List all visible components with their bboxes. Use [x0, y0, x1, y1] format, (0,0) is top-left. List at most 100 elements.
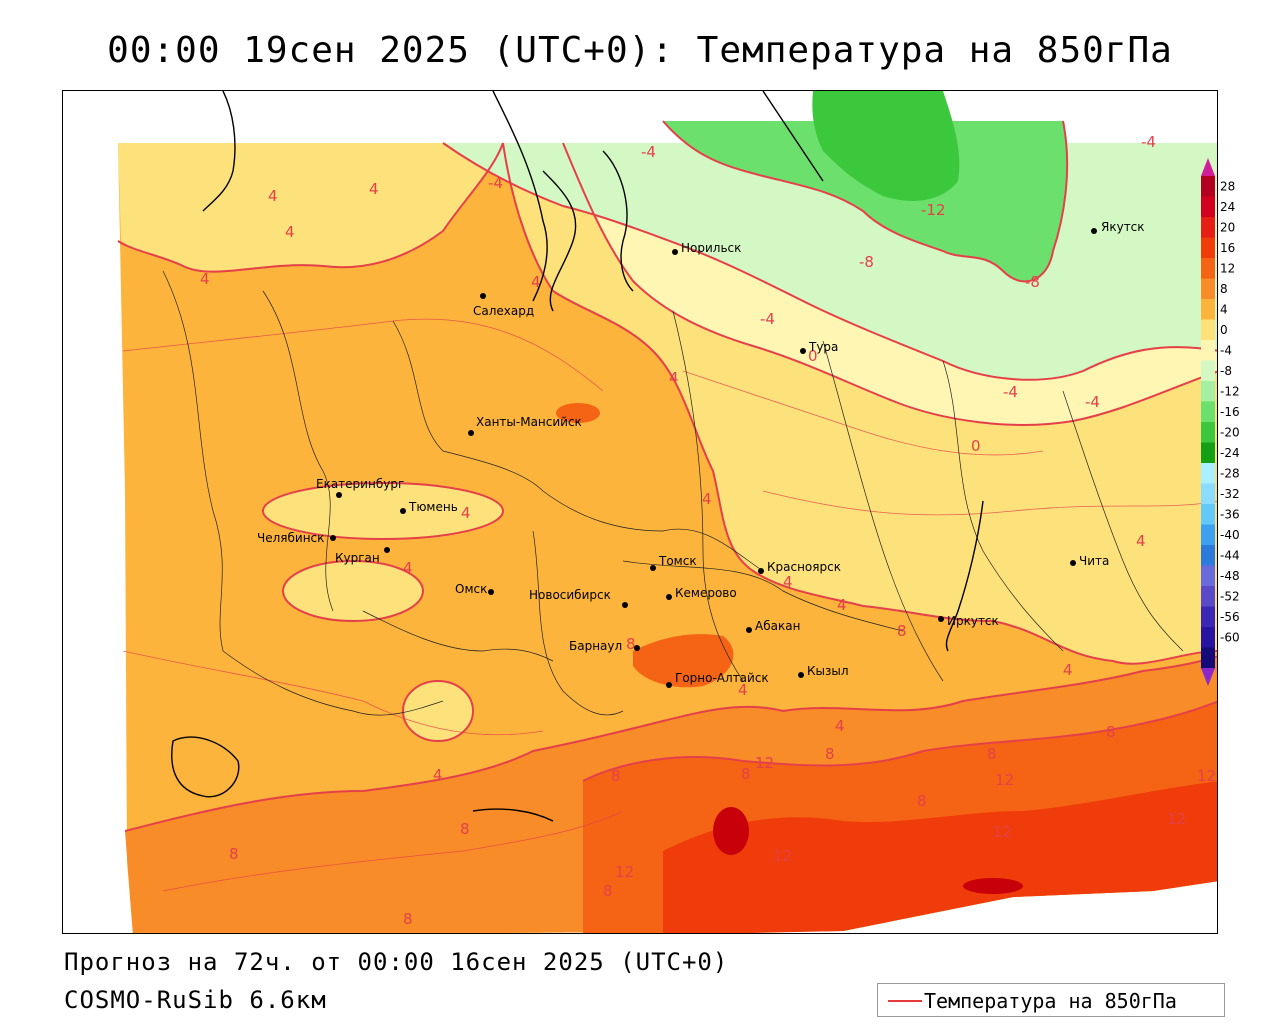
colorbar-tick-label: -32 — [1220, 487, 1240, 501]
city-salekhard[interactable]: Салехард — [473, 293, 534, 318]
city-label: Екатеринбург — [316, 477, 404, 491]
colorbar-tick-label: 28 — [1220, 179, 1235, 193]
city-krasnoyarsk[interactable]: Красноярск — [758, 560, 841, 574]
isotherm-label: -4 — [1085, 393, 1100, 411]
isotherm-label: 8 — [611, 767, 621, 785]
city-gorno-altaysk[interactable]: Горно-Алтайск — [666, 671, 769, 688]
colorbar-tick-label: -28 — [1220, 466, 1240, 480]
colorbar-tick-label: -60 — [1220, 630, 1240, 644]
isotherm-label-layer: -4 -4 -8 -12 -8 -4 -4 -4 -4 0 0 4 4 4 4 … — [200, 133, 1216, 928]
isotherm-label: 4 — [403, 559, 413, 577]
isotherm-label: 8 — [917, 792, 927, 810]
colorbar-tick-label: -8 — [1220, 364, 1232, 378]
isotherm-label: 8 — [825, 745, 835, 763]
colorbar-tick-label: 8 — [1220, 282, 1228, 296]
city-chelyabinsk[interactable]: Челябинск — [257, 531, 336, 545]
isotherm-label: 8 — [603, 882, 613, 900]
colorbar-top-arrow — [1201, 158, 1215, 176]
city-label: Кызыл — [807, 664, 849, 678]
city-omsk[interactable]: Омск — [455, 582, 494, 596]
forecast-info: Прогноз на 72ч. от 00:00 16сен 2025 (UTC… — [64, 948, 729, 976]
city-label: Тюмень — [408, 500, 458, 514]
city-label: Новосибирск — [529, 588, 611, 602]
colorbar-tick-label: -40 — [1220, 528, 1240, 542]
colorbar-tick-label: 12 — [1220, 261, 1235, 275]
isotherm-label: 12 — [1197, 767, 1216, 785]
zone-green — [663, 121, 1068, 282]
colorbar-swatch — [1201, 319, 1215, 341]
colorbar-swatch — [1201, 524, 1215, 546]
temperature-map[interactable]: -4 -4 -8 -12 -8 -4 -4 -4 -4 0 0 4 4 4 4 … — [62, 90, 1218, 934]
zone-red-orange-altai — [633, 634, 734, 688]
colorbar-swatch — [1201, 196, 1215, 218]
isotherm-label: 4 — [702, 490, 712, 508]
page-title: 00:00 19сен 2025 (UTC+0): Температура на… — [107, 30, 1173, 71]
isotherm-label: -4 — [1141, 133, 1156, 151]
isotherm-label: 8 — [897, 622, 907, 640]
city-irkutsk[interactable]: Иркутск — [938, 614, 999, 628]
temperature-colorbar: 28 24 20 16 12 8 4 0 -4 -8 -12 -16 -20 -24 -28 -32 -36 -4… — [1198, 158, 1278, 688]
zone-dark-red — [713, 807, 749, 855]
city-khanty-mansiysk[interactable]: Ханты-Мансийск — [468, 415, 582, 436]
city-layer: Салехард Норильск Якутск Тура Ханты-Манс… — [257, 220, 1145, 688]
isotherm-label: 12 — [993, 823, 1012, 841]
isotherm-label: 4 — [1136, 532, 1146, 550]
isotherm-thin-lines — [122, 318, 1217, 892]
city-label: Тура — [808, 340, 838, 354]
colorbar-swatch — [1201, 647, 1215, 669]
colorbar-swatch — [1201, 422, 1215, 443]
legend-label: Температура на 850гПа — [924, 989, 1177, 1013]
zone-dark-green — [812, 91, 960, 201]
isotherm-label: 8 — [741, 765, 751, 783]
city-kurgan[interactable]: Курган — [335, 547, 390, 565]
colorbar-swatch — [1201, 565, 1215, 587]
city-kyzyl[interactable]: Кызыл — [798, 664, 849, 678]
colorbar-tick-label: -52 — [1220, 589, 1240, 603]
isotherm-label: 4 — [1063, 661, 1073, 679]
city-yekaterinburg[interactable]: Екатеринбург — [316, 477, 404, 498]
colorbar-tick-label: -36 — [1220, 507, 1240, 521]
colorbar-ticks: 28 24 20 16 12 8 4 0 -4 -8 -12 -16 -20 -24 -28 -32 -36 -4… — [1220, 179, 1240, 644]
city-tura[interactable]: Тура — [800, 340, 838, 354]
isotherm-label: 4 — [531, 273, 541, 291]
colorbar-tick-label: 0 — [1220, 323, 1228, 337]
colorbar-swatch — [1201, 299, 1215, 320]
city-novosibirsk[interactable]: Новосибирск — [529, 588, 628, 608]
isotherm-label: -4 — [641, 143, 656, 161]
colorbar-swatch — [1201, 360, 1215, 382]
isotherm-label: 4 — [268, 187, 278, 205]
city-tomsk[interactable]: Томск — [650, 554, 697, 571]
isotherm-label: -12 — [921, 201, 946, 219]
city-label: Норильск — [681, 241, 741, 255]
region-borders — [162, 270, 1184, 716]
city-label: Барнаул — [569, 639, 622, 653]
isotherm-label: -8 — [859, 253, 874, 271]
city-yakutsk[interactable]: Якутск — [1091, 220, 1145, 234]
isotherm-label: 8 — [403, 910, 413, 928]
isotherm-label: -4 — [760, 310, 775, 328]
colorbar-tick-label: -24 — [1220, 446, 1240, 460]
city-norilsk[interactable]: Норильск — [672, 241, 741, 255]
isotherm-label: 4 — [738, 681, 748, 699]
isotherm-label: 4 — [837, 596, 847, 614]
city-abakan[interactable]: Абакан — [746, 619, 800, 633]
colorbar-tick-label: 4 — [1220, 302, 1228, 316]
colorbar-tick-label: -20 — [1220, 425, 1240, 439]
isotherm-label: 8 — [626, 635, 636, 653]
city-tyumen[interactable]: Тюмень — [400, 500, 458, 514]
isotherm-label: 8 — [460, 820, 470, 838]
zone-light-yellow-tyumen — [263, 483, 503, 539]
city-chita[interactable]: Чита — [1070, 554, 1109, 568]
colorbar-swatch — [1201, 627, 1215, 648]
city-label: Иркутск — [947, 614, 999, 628]
city-kemerovo[interactable]: Кемерово — [666, 586, 737, 600]
colorbar-swatch — [1201, 463, 1215, 484]
colorbar-swatch — [1201, 258, 1215, 279]
city-label: Салехард — [473, 304, 534, 318]
isotherm-label: 4 — [433, 766, 443, 784]
city-label: Омск — [455, 582, 487, 596]
city-barnaul[interactable]: Барнаул — [569, 639, 640, 653]
colorbar-swatch — [1201, 401, 1215, 423]
colorbar-tick-label: -44 — [1220, 548, 1240, 562]
isotherm-label: 0 — [971, 437, 981, 455]
